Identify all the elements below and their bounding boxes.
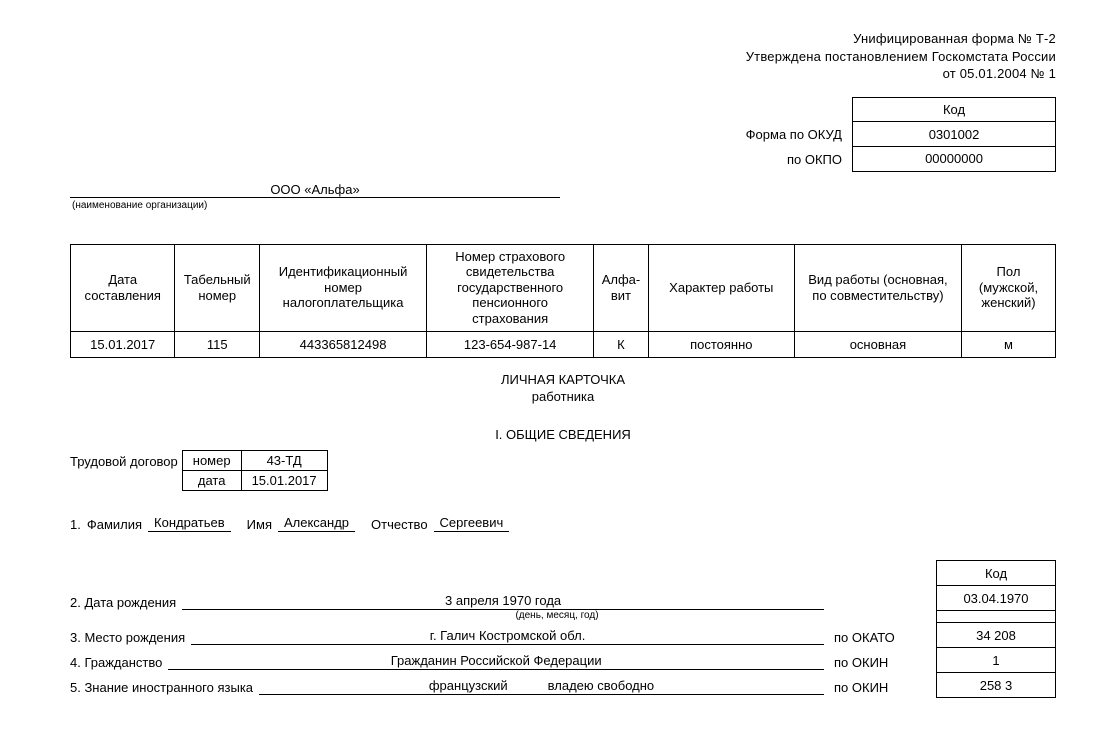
main-table-header: Номер страхового свидетельства государст… [427, 244, 594, 331]
main-table-cell: К [594, 331, 648, 357]
birth-place-code: 34 208 [937, 623, 1056, 648]
info-code-column: Код 03.04.1970 34 208 1 258 3 [936, 560, 1056, 698]
code-block: Форма по ОКУД по ОКПО Код 0301002 000000… [70, 97, 1056, 172]
language-values: французский владею свободно [259, 678, 824, 695]
main-table-header: Характер работы [648, 244, 794, 331]
birth-date-caption: (день, месяц, год) [70, 610, 924, 624]
approval-line-2: Утверждена постановлением Госкомстата Ро… [70, 48, 1056, 66]
main-table-cell: постоянно [648, 331, 794, 357]
main-table-header: Дата составления [71, 244, 175, 331]
contract-block: Трудовой договор номер 43-ТД дата 15.01.… [70, 450, 1056, 491]
info-block: 2. Дата рождения 3 апреля 1970 года (ден… [70, 560, 1056, 698]
citizenship-class: по ОКИН [834, 655, 924, 670]
citizenship-label: 4. Гражданство [70, 655, 162, 670]
birth-place-value: г. Галич Костромской обл. [191, 628, 824, 645]
surname-label: Фамилия [87, 517, 142, 532]
info-left: 2. Дата рождения 3 апреля 1970 года (ден… [70, 560, 924, 695]
main-table-header: Вид работы (основная, по совместительств… [794, 244, 961, 331]
doc-title-line-1: ЛИЧНАЯ КАРТОЧКА [70, 372, 1056, 389]
okud-label: Форма по ОКУД [746, 122, 846, 147]
row-language: 5. Знание иностранного языка французский… [70, 670, 924, 695]
code-spacer [937, 611, 1056, 623]
code-col-header: Код [937, 561, 1056, 586]
birth-date-code: 03.04.1970 [937, 586, 1056, 611]
doc-title-line-2: работника [70, 389, 1056, 406]
language-label: 5. Знание иностранного языка [70, 680, 253, 695]
okpo-value: 00000000 [853, 146, 1056, 171]
main-table-header: Пол (мужской, женский) [961, 244, 1055, 331]
section-1-title: I. ОБЩИЕ СВЕДЕНИЯ [70, 427, 1056, 442]
contract-number-label: номер [182, 451, 241, 471]
birth-place-label: 3. Место рождения [70, 630, 185, 645]
patronymic-label: Отчество [371, 517, 428, 532]
forename-label: Имя [247, 517, 272, 532]
main-table-cell: 123-654-987-14 [427, 331, 594, 357]
main-table-cell: 443365812498 [260, 331, 427, 357]
main-table-header: Табельный номер [175, 244, 260, 331]
citizenship-value: Гражданин Российской Федерации [168, 653, 824, 670]
person-name-line: 1. Фамилия Кондратьев Имя Александр Отче… [70, 515, 1056, 532]
row-citizenship: 4. Гражданство Гражданин Российской Феде… [70, 645, 924, 670]
citizenship-code: 1 [937, 648, 1056, 673]
main-data-table: Дата составленияТабельный номерИдентифик… [70, 244, 1056, 358]
main-table-cell: основная [794, 331, 961, 357]
organization-caption: (наименование организации) [70, 200, 560, 211]
organization-name: ООО «Альфа» [70, 182, 560, 198]
surname-value: Кондратьев [148, 515, 231, 532]
organization-line: ООО «Альфа» (наименование организации) [70, 182, 560, 211]
main-table-header: Алфа-вит [594, 244, 648, 331]
row-birth-place: 3. Место рождения г. Галич Костромской о… [70, 624, 924, 645]
okpo-label: по ОКПО [787, 147, 846, 172]
birth-date-value: 3 апреля 1970 года [182, 593, 824, 610]
code-labels: Форма по ОКУД по ОКПО [746, 97, 846, 172]
main-table-cell: 15.01.2017 [71, 331, 175, 357]
main-table-header: Идентификационный номер налогоплательщик… [260, 244, 427, 331]
code-header: Код [853, 97, 1056, 122]
approval-line-3: от 05.01.2004 № 1 [70, 65, 1056, 83]
patronymic-value: Сергеевич [434, 515, 510, 532]
language-value-1: французский [429, 678, 508, 693]
birth-date-label: 2. Дата рождения [70, 595, 176, 610]
contract-number-value: 43-ТД [241, 451, 327, 471]
row-birth-date: 2. Дата рождения 3 апреля 1970 года [70, 585, 924, 610]
birth-place-class: по ОКАТО [834, 630, 924, 645]
contract-date-value: 15.01.2017 [241, 471, 327, 491]
item-1-number: 1. [70, 517, 81, 532]
main-table-cell: м [961, 331, 1055, 357]
form-approval-header: Унифицированная форма № Т-2 Утверждена п… [70, 30, 1056, 83]
language-value-2: владею свободно [548, 678, 654, 693]
language-class: по ОКИН [834, 680, 924, 695]
contract-date-label: дата [182, 471, 241, 491]
okud-value: 0301002 [853, 122, 1056, 147]
document-title: ЛИЧНАЯ КАРТОЧКА работника [70, 372, 1056, 406]
code-table: Код 0301002 00000000 [852, 97, 1056, 172]
language-code: 258 3 [937, 673, 1056, 698]
main-table-cell: 115 [175, 331, 260, 357]
contract-table: номер 43-ТД дата 15.01.2017 [182, 450, 328, 491]
forename-value: Александр [278, 515, 355, 532]
approval-line-1: Унифицированная форма № Т-2 [70, 30, 1056, 48]
contract-label: Трудовой договор [70, 450, 178, 474]
